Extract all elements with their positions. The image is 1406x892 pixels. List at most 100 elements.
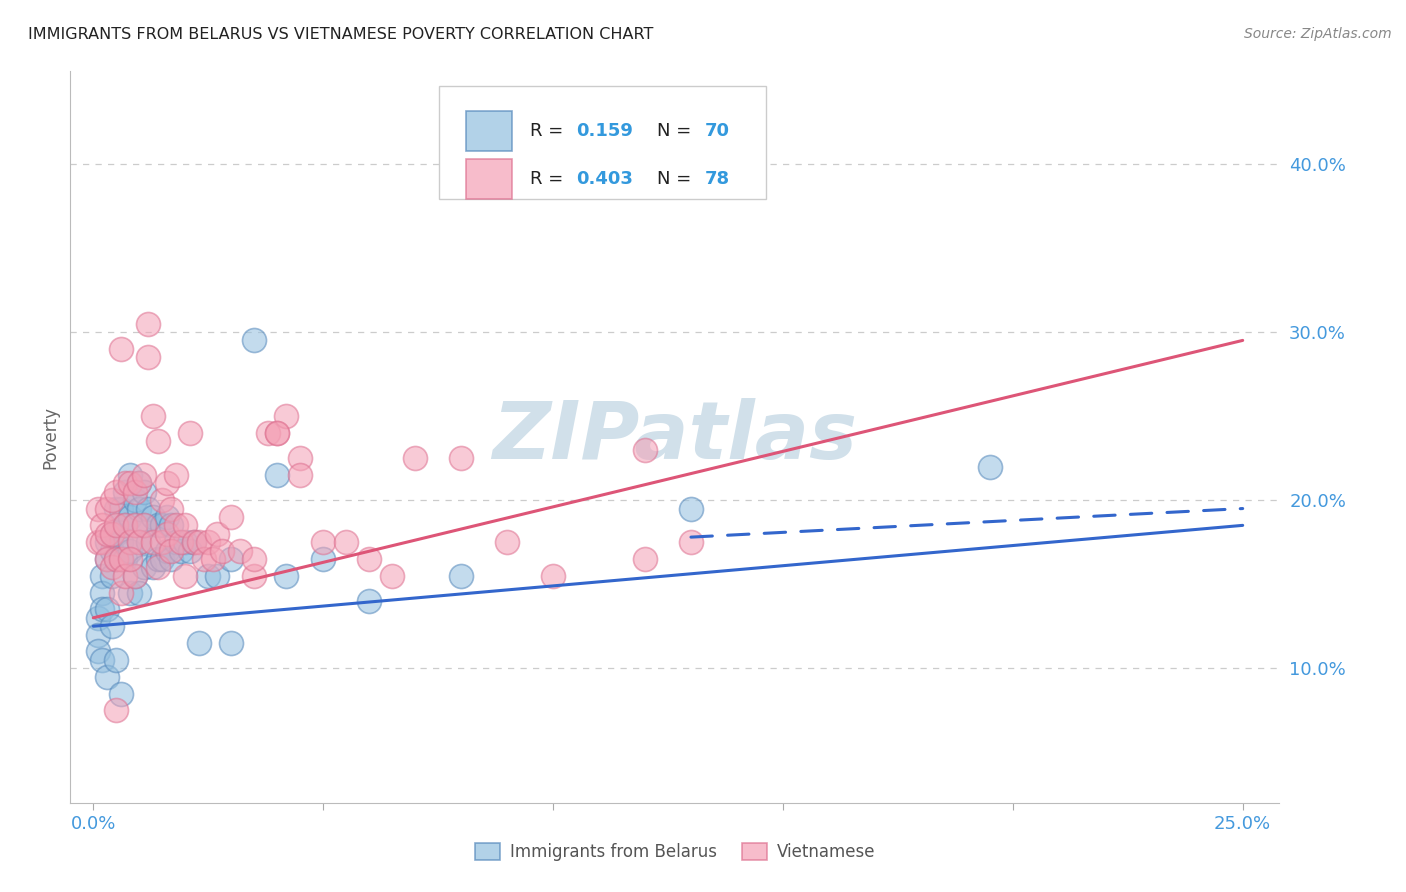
Point	[128, 476, 150, 491]
Point	[100, 619, 122, 633]
Point	[160, 501, 183, 516]
Point	[201, 552, 224, 566]
Point	[243, 552, 266, 566]
Point	[128, 535, 150, 549]
Point	[105, 484, 128, 499]
Point	[179, 543, 201, 558]
Point	[132, 518, 155, 533]
Point	[156, 543, 179, 558]
Point	[128, 585, 150, 599]
Point	[105, 653, 128, 667]
Point	[120, 543, 142, 558]
Text: Source: ZipAtlas.com: Source: ZipAtlas.com	[1244, 27, 1392, 41]
Point	[142, 409, 165, 423]
Point	[679, 501, 702, 516]
Point	[541, 106, 564, 120]
Point	[160, 552, 183, 566]
Point	[634, 442, 657, 457]
Point	[138, 501, 160, 516]
Point	[105, 518, 128, 533]
Point	[188, 535, 211, 549]
Point	[381, 569, 404, 583]
Point	[174, 518, 197, 533]
Point	[219, 636, 242, 650]
Legend: Immigrants from Belarus, Vietnamese: Immigrants from Belarus, Vietnamese	[468, 836, 882, 868]
Point	[450, 451, 472, 466]
FancyBboxPatch shape	[439, 86, 765, 200]
Point	[243, 569, 266, 583]
Point	[197, 569, 219, 583]
Point	[96, 670, 118, 684]
Point	[120, 585, 142, 599]
Point	[276, 409, 298, 423]
Point	[359, 552, 381, 566]
Point	[142, 560, 165, 574]
Point	[160, 518, 183, 533]
Point	[146, 560, 169, 574]
Point	[124, 484, 146, 499]
Point	[87, 611, 110, 625]
Point	[312, 535, 335, 549]
Text: 0.403: 0.403	[575, 170, 633, 188]
Point	[266, 425, 288, 440]
Point	[179, 425, 201, 440]
Point	[193, 552, 215, 566]
Text: IMMIGRANTS FROM BELARUS VS VIETNAMESE POVERTY CORRELATION CHART: IMMIGRANTS FROM BELARUS VS VIETNAMESE PO…	[28, 27, 654, 42]
Point	[174, 569, 197, 583]
Point	[138, 535, 160, 549]
Point	[87, 501, 110, 516]
Point	[110, 686, 132, 700]
Point	[100, 493, 122, 508]
Point	[359, 594, 381, 608]
Point	[91, 569, 114, 583]
Point	[110, 552, 132, 566]
Point	[288, 451, 311, 466]
Point	[124, 569, 146, 583]
Y-axis label: Poverty: Poverty	[41, 406, 59, 468]
Point	[335, 535, 357, 549]
Point	[138, 350, 160, 364]
Point	[679, 535, 702, 549]
Point	[96, 501, 118, 516]
Point	[105, 552, 128, 566]
Text: R =: R =	[530, 170, 569, 188]
Point	[87, 535, 110, 549]
Text: ZIPatlas: ZIPatlas	[492, 398, 858, 476]
Point	[114, 569, 136, 583]
Point	[142, 535, 165, 549]
Point	[120, 510, 142, 524]
Point	[100, 526, 122, 541]
Point	[150, 518, 173, 533]
Point	[156, 476, 179, 491]
Point	[588, 157, 610, 171]
Point	[450, 569, 472, 583]
Point	[114, 476, 136, 491]
Point	[156, 526, 179, 541]
Point	[114, 552, 136, 566]
Point	[120, 552, 142, 566]
Point	[91, 653, 114, 667]
Point	[105, 526, 128, 541]
Point	[128, 476, 150, 491]
Point	[105, 552, 128, 566]
Point	[183, 535, 205, 549]
Point	[124, 518, 146, 533]
Point	[174, 535, 197, 549]
Point	[110, 552, 132, 566]
Point	[132, 467, 155, 482]
Point	[541, 569, 564, 583]
Point	[124, 493, 146, 508]
Point	[120, 535, 142, 549]
Point	[87, 627, 110, 641]
Point	[146, 434, 169, 449]
Point	[96, 552, 118, 566]
Point	[114, 484, 136, 499]
Text: R =: R =	[530, 122, 569, 140]
Point	[91, 535, 114, 549]
Point	[120, 476, 142, 491]
Point	[142, 510, 165, 524]
Point	[197, 535, 219, 549]
Point	[979, 459, 1001, 474]
Point	[404, 451, 426, 466]
Point	[146, 518, 169, 533]
